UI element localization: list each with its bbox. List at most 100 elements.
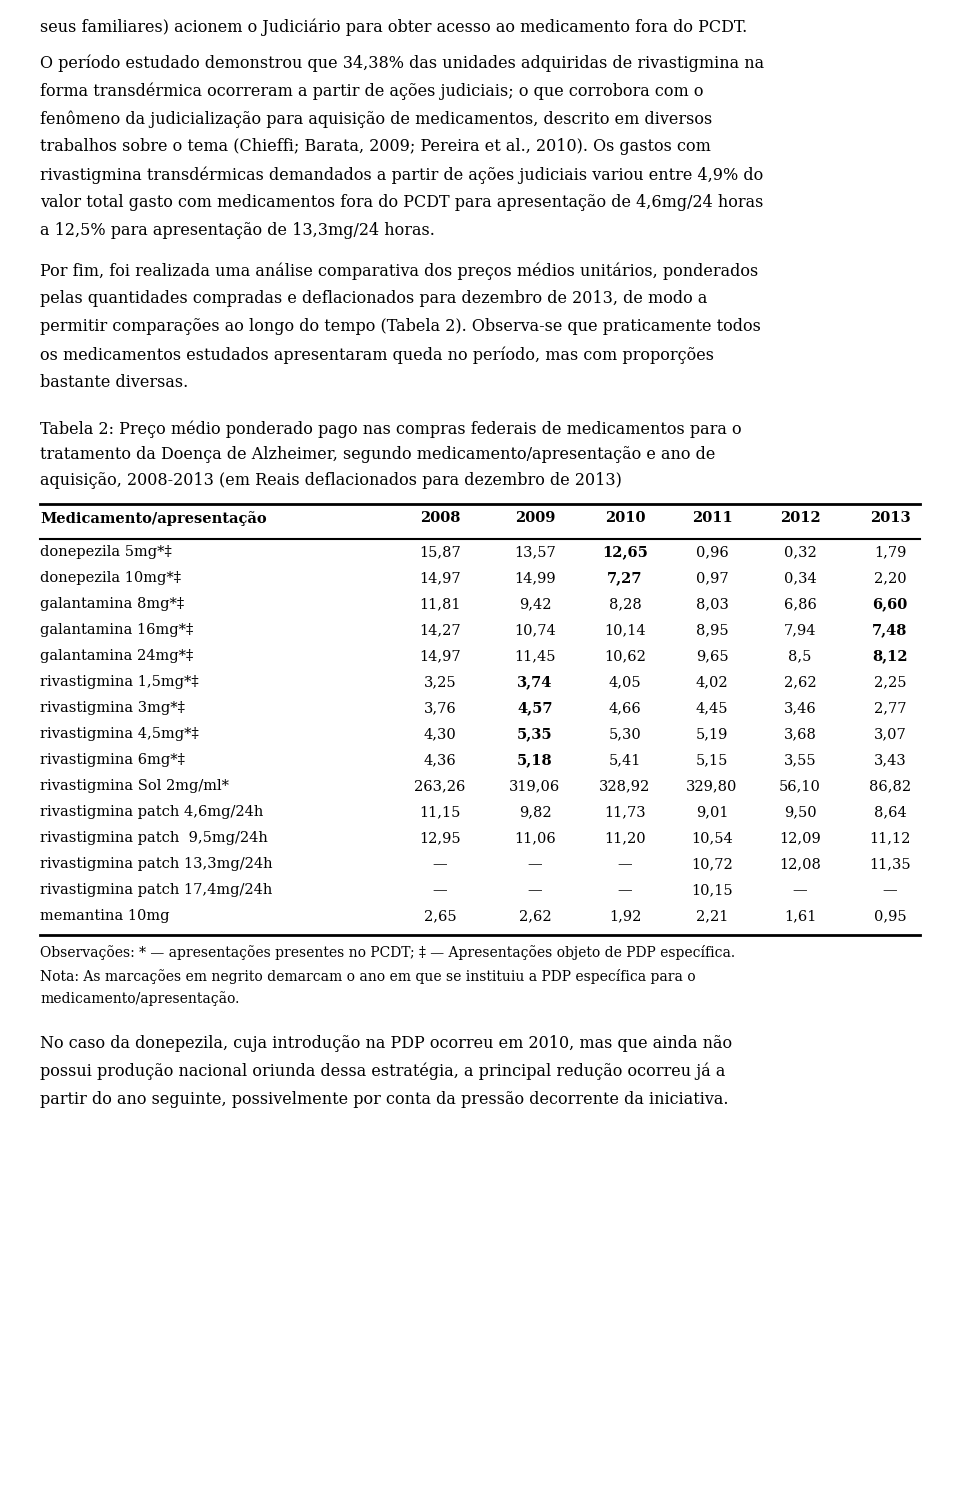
Text: 14,97: 14,97: [420, 571, 461, 584]
Text: 2013: 2013: [870, 512, 910, 525]
Text: 0,96: 0,96: [696, 546, 729, 559]
Text: rivastigmina 4,5mg*‡: rivastigmina 4,5mg*‡: [40, 727, 199, 741]
Text: 12,95: 12,95: [420, 831, 461, 845]
Text: rivastigmina 6mg*‡: rivastigmina 6mg*‡: [40, 752, 185, 767]
Text: Tabela 2: Preço médio ponderado pago nas compras federais de medicamentos para o: Tabela 2: Preço médio ponderado pago nas…: [40, 419, 742, 437]
Text: medicamento/apresentação.: medicamento/apresentação.: [40, 990, 239, 1005]
Text: galantamina 8mg*‡: galantamina 8mg*‡: [40, 596, 184, 611]
Text: 7,94: 7,94: [783, 623, 816, 636]
Text: rivastigmina patch 13,3mg/24h: rivastigmina patch 13,3mg/24h: [40, 857, 273, 871]
Text: 2010: 2010: [605, 512, 645, 525]
Text: 11,81: 11,81: [420, 596, 461, 611]
Text: a 12,5% para apresentação de 13,3mg/24 horas.: a 12,5% para apresentação de 13,3mg/24 h…: [40, 222, 435, 239]
Text: 11,20: 11,20: [604, 831, 646, 845]
Text: 6,60: 6,60: [873, 596, 907, 611]
Text: Por fim, foi realizada uma análise comparativa dos preços médios unitários, pond: Por fim, foi realizada uma análise compa…: [40, 262, 758, 280]
Text: 14,97: 14,97: [420, 648, 461, 663]
Text: 328,92: 328,92: [599, 779, 651, 793]
Text: 4,57: 4,57: [517, 700, 553, 715]
Text: 2,62: 2,62: [783, 675, 816, 688]
Text: 8,28: 8,28: [609, 596, 641, 611]
Text: bastante diversas.: bastante diversas.: [40, 375, 188, 391]
Text: 5,35: 5,35: [517, 727, 553, 741]
Text: 8,5: 8,5: [788, 648, 812, 663]
Text: 15,87: 15,87: [420, 546, 461, 559]
Text: —: —: [793, 883, 807, 897]
Text: 5,19: 5,19: [696, 727, 729, 741]
Text: 7,27: 7,27: [608, 571, 643, 584]
Text: 3,43: 3,43: [874, 752, 906, 767]
Text: O período estudado demonstrou que 34,38% das unidades adquiridas de rivastigmina: O período estudado demonstrou que 34,38%…: [40, 54, 764, 71]
Text: 14,99: 14,99: [515, 571, 556, 584]
Text: pelas quantidades compradas e deflacionados para dezembro de 2013, de modo a: pelas quantidades compradas e deflaciona…: [40, 290, 708, 306]
Text: 0,95: 0,95: [874, 909, 906, 923]
Text: 10,15: 10,15: [691, 883, 732, 897]
Text: valor total gasto com medicamentos fora do PCDT para apresentação de 4,6mg/24 ho: valor total gasto com medicamentos fora …: [40, 193, 763, 211]
Text: 4,30: 4,30: [423, 727, 456, 741]
Text: 8,64: 8,64: [874, 804, 906, 819]
Text: 12,65: 12,65: [602, 546, 648, 559]
Text: —: —: [528, 883, 542, 897]
Text: —: —: [882, 883, 898, 897]
Text: 6,86: 6,86: [783, 596, 816, 611]
Text: 10,62: 10,62: [604, 648, 646, 663]
Text: —: —: [617, 857, 633, 871]
Text: 8,12: 8,12: [873, 648, 908, 663]
Text: 0,97: 0,97: [696, 571, 729, 584]
Text: seus familiares) acionem o Judiciário para obter acesso ao medicamento fora do P: seus familiares) acionem o Judiciário pa…: [40, 18, 747, 36]
Text: 5,41: 5,41: [609, 752, 641, 767]
Text: 9,82: 9,82: [518, 804, 551, 819]
Text: —: —: [433, 883, 447, 897]
Text: 2009: 2009: [515, 512, 555, 525]
Text: galantamina 16mg*‡: galantamina 16mg*‡: [40, 623, 193, 636]
Text: 2,20: 2,20: [874, 571, 906, 584]
Text: 1,61: 1,61: [783, 909, 816, 923]
Text: 9,01: 9,01: [696, 804, 729, 819]
Text: 3,74: 3,74: [517, 675, 553, 688]
Text: fenômeno da judicialização para aquisição de medicamentos, descrito em diversos: fenômeno da judicialização para aquisiçã…: [40, 110, 712, 128]
Text: 2,21: 2,21: [696, 909, 729, 923]
Text: memantina 10mg: memantina 10mg: [40, 909, 170, 923]
Text: 86,82: 86,82: [869, 779, 911, 793]
Text: 10,74: 10,74: [515, 623, 556, 636]
Text: 1,79: 1,79: [874, 546, 906, 559]
Text: Medicamento/apresentação: Medicamento/apresentação: [40, 512, 267, 526]
Text: 4,05: 4,05: [609, 675, 641, 688]
Text: 8,03: 8,03: [696, 596, 729, 611]
Text: 7,48: 7,48: [873, 623, 908, 636]
Text: No caso da donepezila, cuja introdução na PDP ocorreu em 2010, mas que ainda não: No caso da donepezila, cuja introdução n…: [40, 1035, 732, 1051]
Text: 10,54: 10,54: [691, 831, 732, 845]
Text: rivastigmina 1,5mg*‡: rivastigmina 1,5mg*‡: [40, 675, 199, 688]
Text: —: —: [617, 883, 633, 897]
Text: 3,07: 3,07: [874, 727, 906, 741]
Text: 4,02: 4,02: [696, 675, 729, 688]
Text: 11,35: 11,35: [869, 857, 911, 871]
Text: 5,18: 5,18: [517, 752, 553, 767]
Text: tratamento da Doença de Alzheimer, segundo medicamento/apresentação e ano de: tratamento da Doença de Alzheimer, segun…: [40, 446, 715, 462]
Text: 0,32: 0,32: [783, 546, 816, 559]
Text: 5,30: 5,30: [609, 727, 641, 741]
Text: 12,08: 12,08: [780, 857, 821, 871]
Text: 2,65: 2,65: [423, 909, 456, 923]
Text: rivastigmina patch 17,4mg/24h: rivastigmina patch 17,4mg/24h: [40, 883, 273, 897]
Text: —: —: [433, 857, 447, 871]
Text: 1,92: 1,92: [609, 909, 641, 923]
Text: donepezila 10mg*‡: donepezila 10mg*‡: [40, 571, 181, 584]
Text: 11,45: 11,45: [515, 648, 556, 663]
Text: 11,06: 11,06: [515, 831, 556, 845]
Text: 3,55: 3,55: [783, 752, 816, 767]
Text: 3,68: 3,68: [783, 727, 816, 741]
Text: donepezila 5mg*‡: donepezila 5mg*‡: [40, 546, 172, 559]
Text: 9,50: 9,50: [783, 804, 816, 819]
Text: 14,27: 14,27: [420, 623, 461, 636]
Text: rivastigmina Sol 2mg/ml*: rivastigmina Sol 2mg/ml*: [40, 779, 229, 793]
Text: 2,62: 2,62: [518, 909, 551, 923]
Text: rivastigmina transdérmicas demandados a partir de ações judiciais variou entre 4: rivastigmina transdérmicas demandados a …: [40, 167, 763, 183]
Text: 11,15: 11,15: [420, 804, 461, 819]
Text: 3,76: 3,76: [423, 700, 456, 715]
Text: Nota: As marcações em negrito demarcam o ano em que se instituiu a PDP específic: Nota: As marcações em negrito demarcam o…: [40, 970, 696, 984]
Text: 10,14: 10,14: [604, 623, 646, 636]
Text: 2,77: 2,77: [874, 700, 906, 715]
Text: permitir comparações ao longo do tempo (Tabela 2). Observa-se que praticamente t: permitir comparações ao longo do tempo (…: [40, 318, 761, 335]
Text: 0,34: 0,34: [783, 571, 816, 584]
